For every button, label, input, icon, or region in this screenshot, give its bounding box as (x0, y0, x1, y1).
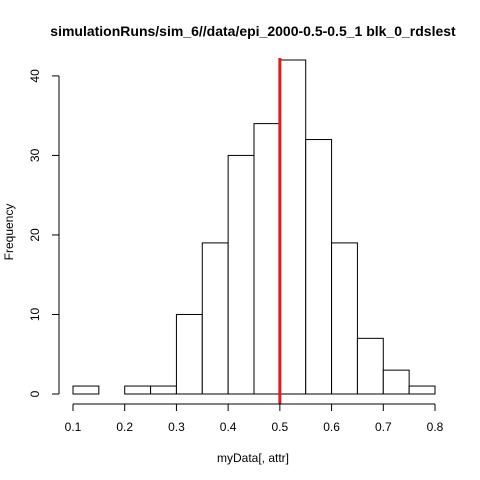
y-tick-label: 30 (28, 148, 42, 162)
histogram-bar (279, 59, 307, 395)
y-axis-label: Frequency (2, 204, 16, 261)
x-axis-label: myData[, attr] (217, 451, 289, 465)
histogram-bar (72, 385, 100, 395)
histogram-bar (201, 242, 229, 395)
x-tick-label: 0.6 (323, 420, 340, 434)
x-tick-label: 0.1 (65, 420, 82, 434)
histogram-bars (72, 59, 436, 395)
y-tick-label: 20 (28, 228, 42, 242)
histogram-bar (175, 313, 203, 395)
x-tick-label: 0.3 (168, 420, 185, 434)
x-tick-label: 0.4 (220, 420, 237, 434)
histogram-bar (227, 154, 255, 395)
histogram-bar (331, 242, 358, 395)
y-tick-label: 0 (28, 390, 42, 397)
x-axis: 0.1 0.2 0.3 0.4 0.5 0.6 0.7 0.8 (65, 403, 444, 434)
x-tick-label: 0.7 (375, 420, 392, 434)
x-tick-label: 0.8 (427, 420, 444, 434)
y-tick-label: 10 (28, 307, 42, 321)
chart-title: simulationRuns/sim_6//data/epi_2000-0.5-… (50, 23, 456, 39)
histogram-bar (253, 123, 281, 395)
histogram-bar (382, 369, 410, 395)
histogram-bar (356, 337, 384, 395)
histogram-bar (124, 385, 152, 395)
histogram-bar (150, 385, 177, 395)
x-tick-label: 0.2 (116, 420, 133, 434)
x-tick-label: 0.5 (272, 420, 289, 434)
histogram-bar (408, 385, 436, 395)
histogram-bar (305, 139, 333, 395)
y-tick-label: 40 (28, 69, 42, 83)
y-axis: 0 10 20 30 40 (28, 69, 60, 397)
